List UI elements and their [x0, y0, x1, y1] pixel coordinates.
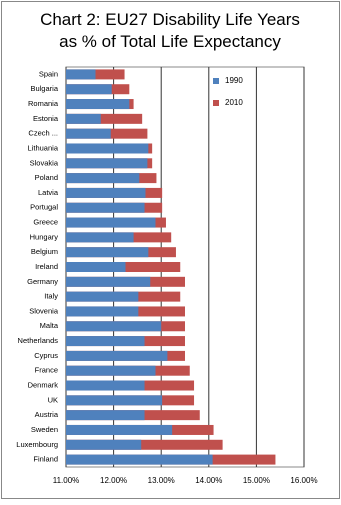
x-tick-label: 14.00%	[195, 476, 222, 485]
bar	[66, 395, 163, 406]
bar	[66, 84, 112, 95]
bar	[66, 424, 173, 435]
y-tick-label: Slovakia	[30, 158, 59, 167]
legend-label: 1990	[225, 76, 243, 85]
y-tick-label: Hungary	[30, 232, 59, 241]
legend-label: 2010	[225, 98, 243, 107]
y-tick-label: Slovenia	[29, 306, 59, 315]
bar	[66, 439, 142, 450]
bar	[66, 113, 101, 124]
y-tick-label: UK	[48, 395, 58, 404]
y-tick-label: Netherlands	[18, 336, 59, 345]
y-tick-label: Belgium	[31, 247, 58, 256]
bar	[66, 350, 168, 361]
bar	[66, 173, 140, 184]
y-tick-label: Luxembourg	[16, 440, 58, 449]
bar	[66, 69, 96, 80]
y-tick-label: Estonia	[33, 114, 59, 123]
y-tick-label: Latvia	[38, 188, 59, 197]
y-tick-label: Austria	[35, 410, 59, 419]
y-tick-label: Cyprus	[34, 351, 58, 360]
bar	[66, 143, 149, 154]
y-tick-label: Romania	[28, 99, 59, 108]
y-tick-label: Malta	[40, 321, 59, 330]
y-tick-label: Sweden	[31, 425, 58, 434]
y-tick-label: Greece	[33, 218, 58, 227]
bar	[66, 276, 151, 287]
bar	[66, 262, 126, 272]
y-tick-label: France	[35, 366, 58, 375]
bar	[66, 128, 111, 139]
bar	[66, 439, 223, 450]
bar	[66, 336, 145, 347]
bar	[66, 187, 146, 198]
x-tick-label: 16.00%	[290, 476, 317, 485]
legend-swatch	[213, 100, 219, 106]
bar	[66, 410, 145, 421]
y-tick-label: Denmark	[28, 381, 59, 390]
y-tick-label: Italy	[44, 292, 58, 301]
y-tick-label: Bulgaria	[30, 84, 58, 93]
bar	[66, 158, 148, 169]
y-tick-label: Portugal	[30, 203, 58, 212]
y-tick-label: Ireland	[35, 262, 58, 271]
y-tick-label: Finland	[33, 455, 58, 464]
bar	[66, 247, 149, 258]
x-tick-label: 11.00%	[53, 476, 80, 485]
bar	[66, 365, 156, 376]
bar	[66, 202, 145, 213]
bar	[66, 99, 130, 110]
bar	[66, 380, 145, 391]
y-tick-label: Germany	[27, 277, 58, 286]
y-tick-label: Czech ...	[28, 129, 58, 138]
x-tick-label: 12.00%	[100, 476, 127, 485]
y-tick-label: Lithuania	[28, 143, 59, 152]
bar	[66, 454, 213, 465]
y-tick-label: Spain	[39, 69, 58, 78]
legend-swatch	[213, 78, 219, 84]
bar	[66, 321, 162, 332]
bar	[66, 217, 156, 228]
bar	[66, 291, 139, 302]
x-tick-label: 13.00%	[148, 476, 175, 485]
y-tick-label: Poland	[35, 173, 58, 182]
chart-title: Chart 2: EU27 Disability Life Years as % …	[40, 10, 300, 51]
x-tick-label: 15.00%	[243, 476, 270, 485]
bar	[66, 306, 139, 317]
bar	[66, 113, 143, 124]
bar	[66, 232, 134, 243]
